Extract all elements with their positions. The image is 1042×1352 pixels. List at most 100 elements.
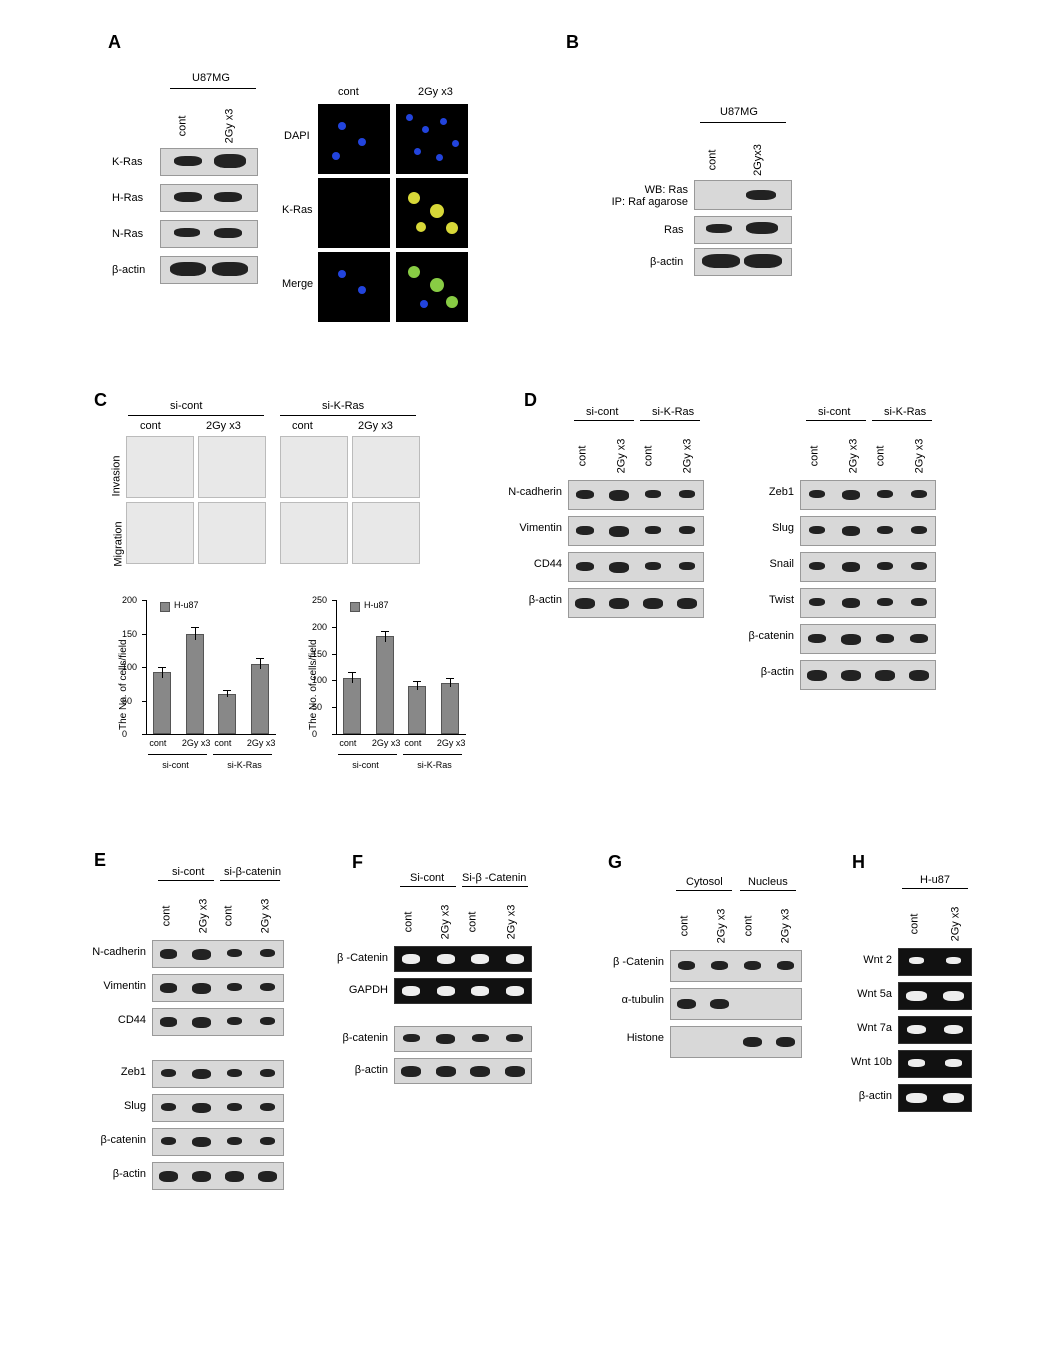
row-label: β-catenin (86, 1134, 146, 1146)
divider (806, 420, 866, 421)
if-row: Merge (282, 278, 313, 290)
panel-g-label: G (608, 852, 622, 873)
row-label: IP: Raf agarose (604, 196, 688, 208)
band (192, 1137, 211, 1147)
band (576, 526, 594, 535)
band (678, 961, 695, 970)
cond-label: cont (176, 116, 188, 137)
row-label: α-tubulin (606, 994, 664, 1006)
row-label: N-cadherin (500, 486, 562, 498)
micrograph (126, 436, 194, 498)
row-label: β-actin (112, 264, 145, 276)
band (192, 1103, 211, 1113)
band (679, 526, 695, 534)
row-label: Slug (86, 1100, 146, 1112)
band (911, 562, 927, 570)
row-label: Ras (664, 224, 684, 236)
divider (902, 888, 968, 889)
band (506, 954, 524, 964)
cond-label: 2Gy x3 (615, 439, 627, 474)
cond-label: 2Gy x3 (259, 899, 271, 934)
divider (220, 880, 280, 881)
row-label: Histone (606, 1032, 664, 1044)
band (160, 983, 178, 993)
group-label: si-β-catenin (224, 866, 281, 878)
row-label: Invasion (110, 456, 122, 497)
panel-e-label: E (94, 850, 106, 871)
band (437, 954, 455, 964)
xtick: cont (339, 738, 371, 748)
cond-label: 2Gy x3 (715, 909, 727, 944)
blot-box (694, 180, 792, 210)
row-label: Twist (740, 594, 794, 606)
divider (872, 420, 932, 421)
band (645, 526, 661, 534)
band (911, 526, 927, 534)
band (808, 634, 826, 643)
row-label: N-Ras (112, 228, 143, 240)
row-label: β-catenin (330, 1032, 388, 1044)
panel-b-label: B (566, 32, 579, 53)
group-label: Nucleus (748, 876, 788, 888)
panel-a-label: A (108, 32, 121, 53)
band (842, 562, 861, 572)
xtick: cont (404, 738, 436, 748)
cond-label: cont (140, 420, 161, 432)
ytick: 0 (122, 729, 127, 739)
micrograph (198, 436, 266, 498)
band (906, 991, 926, 1001)
band (907, 1025, 926, 1034)
panel-d-label: D (524, 390, 537, 411)
band (214, 228, 242, 238)
band (777, 961, 794, 970)
ytick: 200 (312, 622, 327, 632)
band (192, 1017, 211, 1028)
y-axis-label: The No. of cells/field (308, 639, 319, 730)
fluor-image (318, 104, 390, 174)
band (909, 670, 929, 681)
band (702, 254, 740, 268)
band (258, 1171, 277, 1182)
if-cond: cont (338, 86, 359, 98)
band (911, 598, 927, 606)
band (159, 1171, 178, 1182)
divider (574, 420, 634, 421)
band (192, 949, 211, 960)
row-label: H-Ras (112, 192, 143, 204)
band (174, 156, 202, 166)
band (609, 562, 629, 573)
legend-swatch (350, 602, 360, 612)
band (436, 1034, 455, 1044)
row-label: Slug (740, 522, 794, 534)
legend-label: H-u87 (174, 600, 199, 610)
cond-label: 2Gy x3 (847, 439, 859, 474)
group-label: si-K-Ras (417, 760, 452, 770)
group-label: si-cont (162, 760, 189, 770)
fluor-image (396, 178, 468, 248)
group-label: si-cont (352, 760, 379, 770)
cond-label: 2Gy x3 (913, 439, 925, 474)
xtick: 2Gy x3 (437, 738, 469, 748)
band (809, 562, 825, 570)
band (911, 490, 927, 498)
band (160, 1017, 178, 1027)
group-label: si-K-Ras (652, 406, 694, 418)
band (212, 262, 248, 276)
row-label: Wnt 2 (842, 954, 892, 966)
group-label: si-K-Ras (884, 406, 926, 418)
row-label: GAPDH (330, 984, 388, 996)
cond-label: 2Gy x3 (779, 909, 791, 944)
band (436, 1066, 456, 1077)
group-label: si-cont (586, 406, 618, 418)
row-label: β -Catenin (606, 956, 664, 968)
row-label: N-cadherin (86, 946, 146, 958)
xtick: 2Gy x3 (182, 738, 214, 748)
micrograph (352, 436, 420, 498)
band (946, 957, 961, 964)
band (472, 1034, 489, 1042)
band (943, 1093, 963, 1103)
row-label: CD44 (500, 558, 562, 570)
band (677, 999, 696, 1009)
cond-label: cont (402, 912, 414, 933)
band (575, 598, 595, 609)
